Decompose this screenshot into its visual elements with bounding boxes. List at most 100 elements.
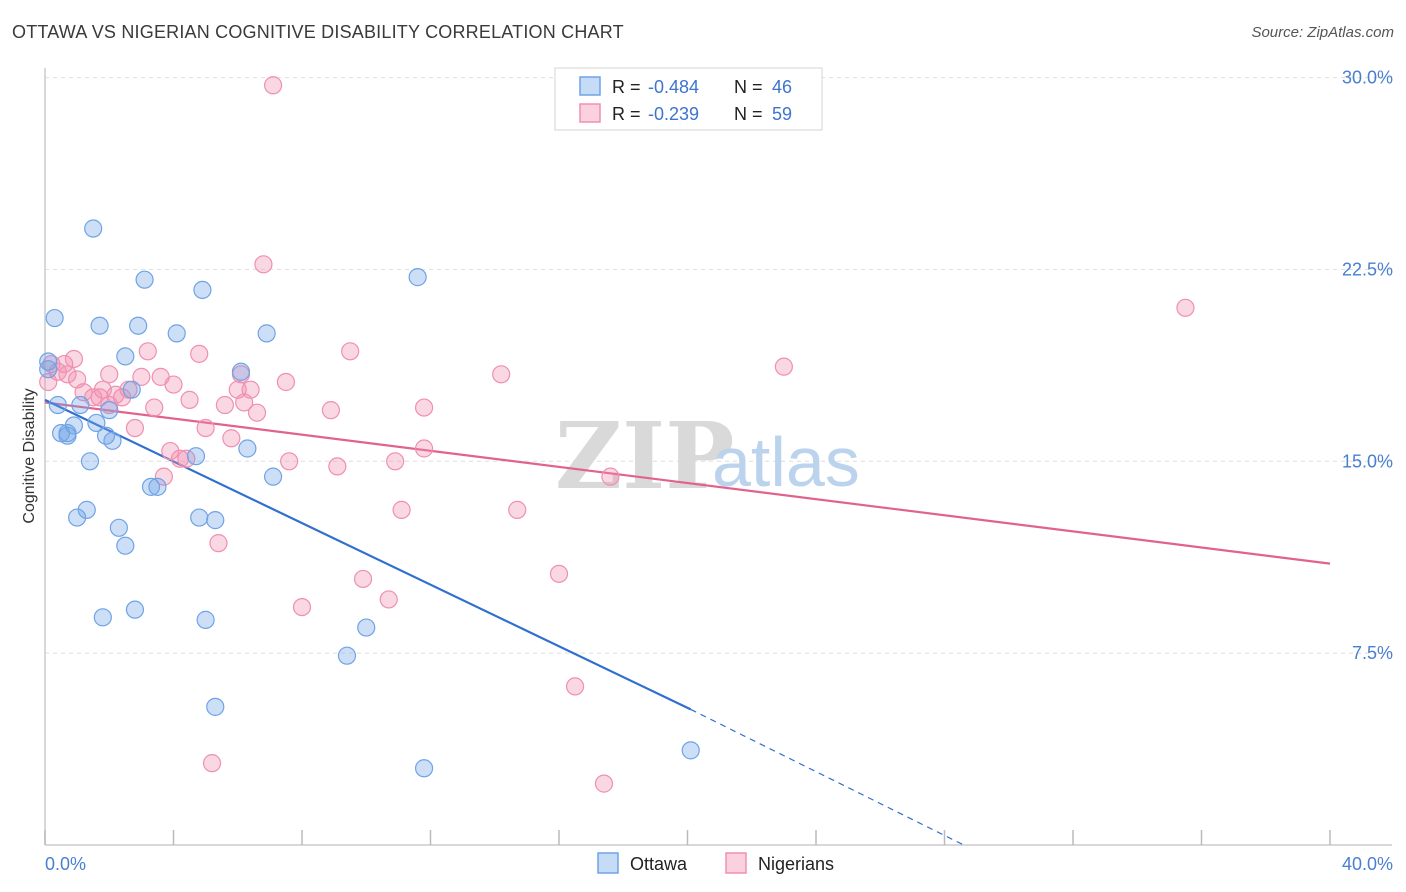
legend-r-label-2: R = bbox=[612, 104, 641, 124]
ottawa-point-27 bbox=[148, 477, 167, 496]
nigerians-point-22 bbox=[161, 441, 180, 461]
ottawa-trendline-extension bbox=[690, 708, 965, 846]
ottawa-point-39 bbox=[337, 646, 357, 665]
nigerians-point-55 bbox=[565, 677, 585, 696]
ottawa-point-36 bbox=[238, 439, 257, 458]
ottawa-point-19 bbox=[109, 518, 128, 537]
ottawa-point-29 bbox=[186, 447, 206, 466]
points bbox=[39, 76, 1195, 793]
ottawa-point-3 bbox=[48, 395, 67, 415]
nigerians-point-44 bbox=[328, 457, 347, 476]
legend-bottom-swatch-nigerians bbox=[725, 852, 747, 874]
legend-swatch-ottawa bbox=[579, 76, 601, 96]
ottawa-point-2 bbox=[45, 308, 64, 328]
legend-swatch-nigerians bbox=[579, 103, 601, 123]
nigerians-point-59 bbox=[1176, 298, 1195, 317]
nigerians-point-54 bbox=[549, 564, 569, 583]
nigerians-point-43 bbox=[321, 401, 341, 420]
watermark-zip: ZIP bbox=[555, 402, 734, 510]
legend-r-value-1: -0.484 bbox=[648, 77, 699, 97]
axes bbox=[44, 68, 1392, 846]
nigerians-point-57 bbox=[601, 467, 620, 486]
x-tick-label-0: 0.0% bbox=[45, 854, 86, 874]
ottawa-point-10 bbox=[77, 500, 96, 519]
nigerians-point-38 bbox=[254, 255, 273, 274]
y-tick-label-0: 7.5% bbox=[1352, 643, 1393, 663]
nigerians-point-16 bbox=[125, 418, 145, 438]
ottawa-point-14 bbox=[90, 316, 109, 335]
ottawa-point-42 bbox=[414, 759, 434, 778]
legend-n-label-1: N = bbox=[734, 77, 763, 97]
y-tick-label-2: 22.5% bbox=[1342, 259, 1393, 279]
nigerians-point-53 bbox=[508, 500, 527, 519]
x-tick-labels: 0.0% 40.0% bbox=[45, 854, 1393, 874]
nigerians-point-26 bbox=[180, 390, 199, 409]
ottawa-point-18 bbox=[103, 431, 122, 450]
ottawa-point-37 bbox=[257, 324, 276, 343]
nigerians-point-28 bbox=[196, 418, 215, 438]
ottawa-point-13 bbox=[87, 413, 106, 433]
nigerians-point-40 bbox=[276, 372, 296, 392]
nigerians-point-47 bbox=[379, 590, 398, 609]
ottawa-point-23 bbox=[125, 600, 145, 619]
ottawa-point-17 bbox=[100, 401, 119, 420]
nigerians-point-51 bbox=[414, 439, 434, 458]
ottawa-point-21 bbox=[116, 536, 135, 555]
ottawa-point-43 bbox=[681, 741, 700, 760]
watermark-atlas: atlas bbox=[712, 423, 860, 501]
nigerians-point-12 bbox=[100, 365, 119, 384]
legend-r-label-1: R = bbox=[612, 77, 641, 97]
nigerians-point-31 bbox=[215, 395, 234, 415]
nigerians-point-50 bbox=[414, 398, 434, 417]
source-label: Source: ZipAtlas.com bbox=[1251, 24, 1394, 41]
y-tick-labels: 7.5% 15.0% 22.5% 30.0% bbox=[1342, 68, 1393, 664]
nigerians-point-36 bbox=[241, 380, 260, 399]
chart-title: OTTAWA VS NIGERIAN COGNITIVE DISABILITY … bbox=[12, 22, 624, 42]
nigerians-point-45 bbox=[341, 342, 360, 361]
nigerians-point-39 bbox=[263, 76, 283, 95]
y-tick-label-1: 15.0% bbox=[1342, 451, 1393, 471]
ottawa-point-6 bbox=[58, 426, 77, 445]
trendlines bbox=[44, 398, 1331, 846]
legend-bottom-swatch-ottawa bbox=[597, 852, 619, 874]
legend-bottom-label-ottawa: Ottawa bbox=[630, 854, 688, 874]
nigerians-point-17 bbox=[132, 367, 151, 386]
ottawa-point-12 bbox=[84, 219, 103, 238]
nigerians-point-29 bbox=[202, 754, 222, 773]
legend-bottom-label-nigerians: Nigerians bbox=[758, 854, 834, 874]
ottawa-point-41 bbox=[408, 268, 427, 287]
nigerians-point-46 bbox=[353, 569, 373, 589]
ottawa-point-1 bbox=[39, 360, 58, 379]
ottawa-point-25 bbox=[135, 270, 154, 289]
ottawa-point-22 bbox=[122, 380, 141, 399]
ottawa-point-32 bbox=[196, 610, 215, 629]
legend-r-value-2: -0.239 bbox=[648, 104, 699, 124]
nigerians-point-23 bbox=[164, 375, 183, 394]
ottawa-point-15 bbox=[93, 608, 112, 627]
nigerians-point-5 bbox=[64, 349, 84, 369]
y-tick-label-3: 30.0% bbox=[1342, 68, 1393, 88]
nigerians-point-4 bbox=[58, 365, 77, 384]
ottawa-point-30 bbox=[190, 508, 209, 527]
nigerians-point-18 bbox=[138, 342, 157, 361]
ottawa-point-7 bbox=[64, 416, 84, 435]
legend-n-label-2: N = bbox=[734, 104, 763, 124]
nigerians-point-56 bbox=[594, 774, 614, 793]
ottawa-point-33 bbox=[206, 697, 225, 716]
legend-n-value-1: 46 bbox=[772, 77, 792, 97]
nigerians-point-21 bbox=[154, 467, 173, 486]
nigerians-point-49 bbox=[392, 500, 411, 519]
nigerians-point-32 bbox=[222, 429, 241, 448]
ottawa-point-0 bbox=[39, 352, 58, 371]
nigerians-point-58 bbox=[774, 357, 793, 376]
nigerians-trendline bbox=[44, 401, 1331, 565]
ottawa-point-38 bbox=[263, 467, 283, 486]
ottawa-point-31 bbox=[193, 280, 212, 299]
nigerians-point-37 bbox=[247, 403, 267, 422]
legend-bottom: Ottawa Nigerians bbox=[597, 852, 834, 874]
nigerians-point-27 bbox=[190, 344, 209, 363]
ottawa-point-28 bbox=[167, 324, 186, 343]
ottawa-point-34 bbox=[206, 511, 225, 530]
ottawa-point-40 bbox=[357, 618, 376, 637]
